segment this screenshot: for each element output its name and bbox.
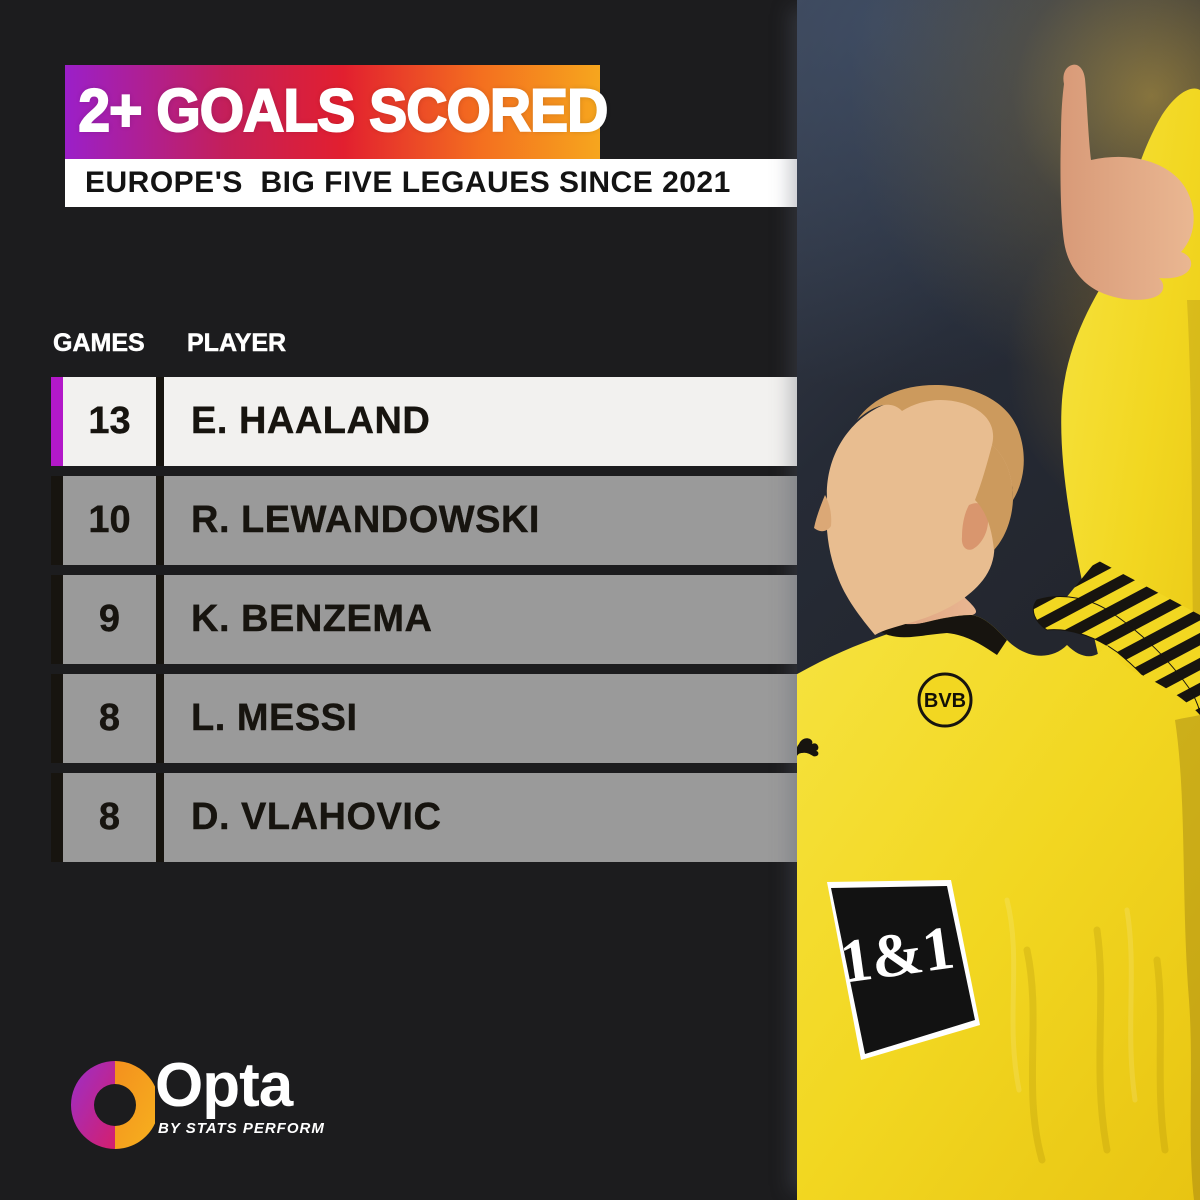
svg-text:BVB: BVB xyxy=(924,690,966,712)
